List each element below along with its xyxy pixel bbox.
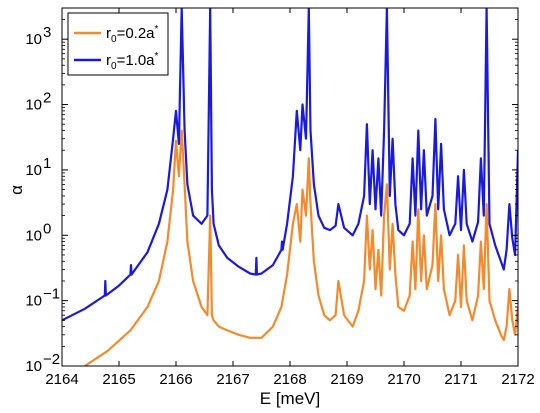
y-tick-base: 10 [25, 227, 42, 244]
legend-box [67, 12, 169, 76]
legend-part: 0 [111, 34, 117, 45]
legend-label-1: r0=1.0a* [106, 51, 159, 72]
y-tick-label: 10 [25, 31, 42, 48]
y-tick-base: 10 [25, 97, 42, 114]
x-tick-label: 2165 [102, 371, 135, 388]
legend-label-0: r0=0.2a* [106, 24, 159, 45]
x-tick-label: 2166 [159, 371, 192, 388]
y-axis-label: α [7, 185, 26, 195]
x-tick-label: 2167 [216, 371, 249, 388]
y-tick-exponent: 1 [43, 155, 51, 172]
y-tick-base: 10 [25, 293, 42, 310]
x-tick-label: 2169 [330, 371, 363, 388]
legend-part: r [106, 52, 111, 69]
series-layer [62, 8, 518, 366]
y-tick-base: 10 [25, 358, 42, 375]
y-tick-exponent: 3 [43, 24, 51, 41]
legend: r0=0.2a*r0=1.0a* [67, 12, 169, 76]
x-axis: 2164 2165 2166 2167 2168 2169 2170 2171 2172 [45, 8, 535, 388]
x-tick-label: 2171 [444, 371, 477, 388]
x-axis-label: E [meV] [260, 389, 320, 408]
y-tick-base: 10 [25, 162, 42, 179]
y-tick-label: 10 [25, 97, 42, 114]
x-tick-label: 2168 [273, 371, 306, 388]
y-tick-label: 10 [25, 293, 42, 310]
y-tick-exponent: 2 [43, 90, 51, 107]
series-line-1 [62, 8, 518, 322]
y-tick-label: 10 [25, 358, 42, 375]
legend-part: =0.2a [117, 25, 156, 42]
x-tick-label: 2170 [387, 371, 420, 388]
legend-part: * [155, 24, 159, 35]
y-tick-exponent: −2 [43, 351, 60, 368]
y-tick-label: 10 [25, 162, 42, 179]
legend-part: r [106, 25, 111, 42]
y-tick-exponent: −1 [43, 286, 60, 303]
y-tick-label: 10 [25, 227, 42, 244]
y-tick-exponent: 0 [43, 220, 51, 237]
x-tick-label: 2172 [501, 371, 534, 388]
series-line-0 [84, 129, 518, 366]
legend-part: * [155, 51, 159, 62]
x-tick-label: 2164 [45, 371, 78, 388]
y-tick-base: 10 [25, 31, 42, 48]
legend-part: =1.0a [117, 52, 156, 69]
legend-part: 0 [111, 61, 117, 72]
